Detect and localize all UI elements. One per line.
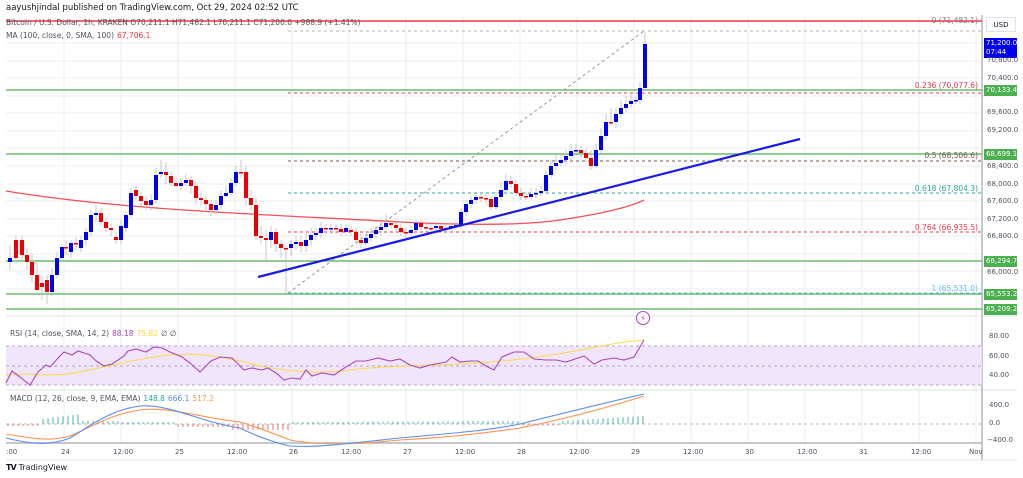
time-tick: :00 xyxy=(6,448,18,456)
level-tag-65209: 65,209.2 xyxy=(984,304,1018,315)
horizontal-grid xyxy=(6,42,982,290)
fib-label-0: 0 (71,482.1) xyxy=(931,16,978,25)
ma100-line xyxy=(5,190,645,226)
time-tick: 25 xyxy=(175,448,184,456)
rsi-tick: 60.00 xyxy=(989,352,1010,360)
time-tick: 12:00 xyxy=(797,448,818,456)
macd-hist-value: 148.8 xyxy=(143,394,165,403)
time-tick: 12:00 xyxy=(113,448,134,456)
bar-countdown: 07:44 xyxy=(986,48,1007,56)
level-tag-68699: 68,699.1 xyxy=(984,149,1018,160)
candlesticks xyxy=(8,32,647,304)
macd-tick: 0.0 xyxy=(989,419,1001,427)
price-tick: 70,800.0 xyxy=(987,56,1019,64)
rsi-label: RSI (14, close, SMA, 14, 2) xyxy=(10,329,110,338)
price-tick: 66,000.0 xyxy=(987,268,1019,276)
macd-tick: 400.0 xyxy=(989,401,1010,409)
symbol-ohlc: Bitcoin / U.S. Dollar, 1h, KRAKEN O70,21… xyxy=(6,18,361,27)
time-tick: 29 xyxy=(631,448,640,456)
time-tick: 27 xyxy=(403,448,412,456)
level-tag-66294: 66,294.7 xyxy=(984,256,1018,267)
rsi-ma-value: 75.82 xyxy=(136,329,158,338)
price-tick: 69,600.0 xyxy=(987,108,1019,116)
time-tick: 12:00 xyxy=(911,448,932,456)
price-tick: 67,200.0 xyxy=(987,215,1019,223)
macd-histogram xyxy=(7,414,644,430)
rsi-line xyxy=(5,339,645,386)
macd-signal-value: 517.2 xyxy=(192,394,214,403)
ma-legend[interactable]: MA (100, close, 0, SMA, 100) 67,706.1 xyxy=(6,31,150,40)
tradingview-logo[interactable]: TV TradingView xyxy=(6,463,67,472)
currency-button[interactable]: USD xyxy=(986,17,1016,32)
rsi-value: 88.18 xyxy=(112,329,134,338)
rsi-ma-line xyxy=(5,339,645,376)
tv-logo-icon: TV xyxy=(6,463,17,472)
time-tick: 28 xyxy=(517,448,526,456)
time-tick: 12:00 xyxy=(227,448,248,456)
fibonacci-retracement[interactable] xyxy=(287,30,982,294)
time-tick: 12:00 xyxy=(683,448,704,456)
time-tick: 26 xyxy=(289,448,298,456)
time-tick: 12:00 xyxy=(569,448,590,456)
time-tick: 12:00 xyxy=(341,448,362,456)
current-price-tag: 71,200.0 07:44 xyxy=(984,38,1017,58)
fib-label-05: 0.5 (68,506.6) xyxy=(924,151,978,160)
symbol-legend[interactable]: Bitcoin / U.S. Dollar, 1h, KRAKEN O70,21… xyxy=(6,18,361,27)
time-tick: 12:00 xyxy=(455,448,476,456)
fib-label-0236: 0.236 (70,077.6) xyxy=(914,81,978,90)
lightning-alert-icon[interactable]: ⚡ xyxy=(636,311,650,325)
macd-tick: −400.0 xyxy=(987,436,1013,444)
current-price: 71,200.0 xyxy=(986,39,1018,47)
macd-label: MACD (12, 26, close, 9, EMA, EMA) xyxy=(10,394,141,403)
time-tick: 24 xyxy=(61,448,70,456)
level-tag-65553: 65,553.2 xyxy=(984,289,1018,300)
fib-label-1: 1 (65,531.0) xyxy=(931,284,978,293)
rsi-extra: ∅ ∅ xyxy=(161,329,177,338)
rsi-legend[interactable]: RSI (14, close, SMA, 14, 2) 88.18 75.82 ∅ ∅ xyxy=(10,329,176,338)
time-tick: 30 xyxy=(745,448,754,456)
rsi-tick: 80.00 xyxy=(989,332,1010,340)
price-tick: 66,800.0 xyxy=(987,232,1019,240)
price-tick: 68,000.0 xyxy=(987,180,1019,188)
publisher-caption: aayushjindal published on TradingView.co… xyxy=(6,3,299,13)
macd-line-value: 666.1 xyxy=(167,394,190,403)
fib-label-0618: 0.618 (67,804.3) xyxy=(914,184,978,193)
ma-label: MA (100, close, 0, SMA, 100) xyxy=(6,31,114,40)
time-tick: 31 xyxy=(859,448,868,456)
time-tick: Nov xyxy=(969,448,983,456)
fib-label-0764: 0.764 (66,935.5) xyxy=(914,223,978,232)
macd-line xyxy=(5,393,645,447)
bullish-trendline[interactable] xyxy=(257,137,801,279)
level-tag-70133: 70,133.4 xyxy=(984,85,1018,96)
price-tick: 67,600.0 xyxy=(987,197,1019,205)
price-tick: 69,200.0 xyxy=(987,126,1019,134)
price-tick: 70,400.0 xyxy=(987,74,1019,82)
rsi-tick: 40.00 xyxy=(989,371,1010,379)
macd-signal-line xyxy=(5,395,645,445)
price-tick: 68,400.0 xyxy=(987,162,1019,170)
macd-legend[interactable]: MACD (12, 26, close, 9, EMA, EMA) 148.8 66… xyxy=(10,394,214,403)
brand-name: TradingView xyxy=(18,463,67,472)
ma-value: 67,706.1 xyxy=(117,31,151,40)
